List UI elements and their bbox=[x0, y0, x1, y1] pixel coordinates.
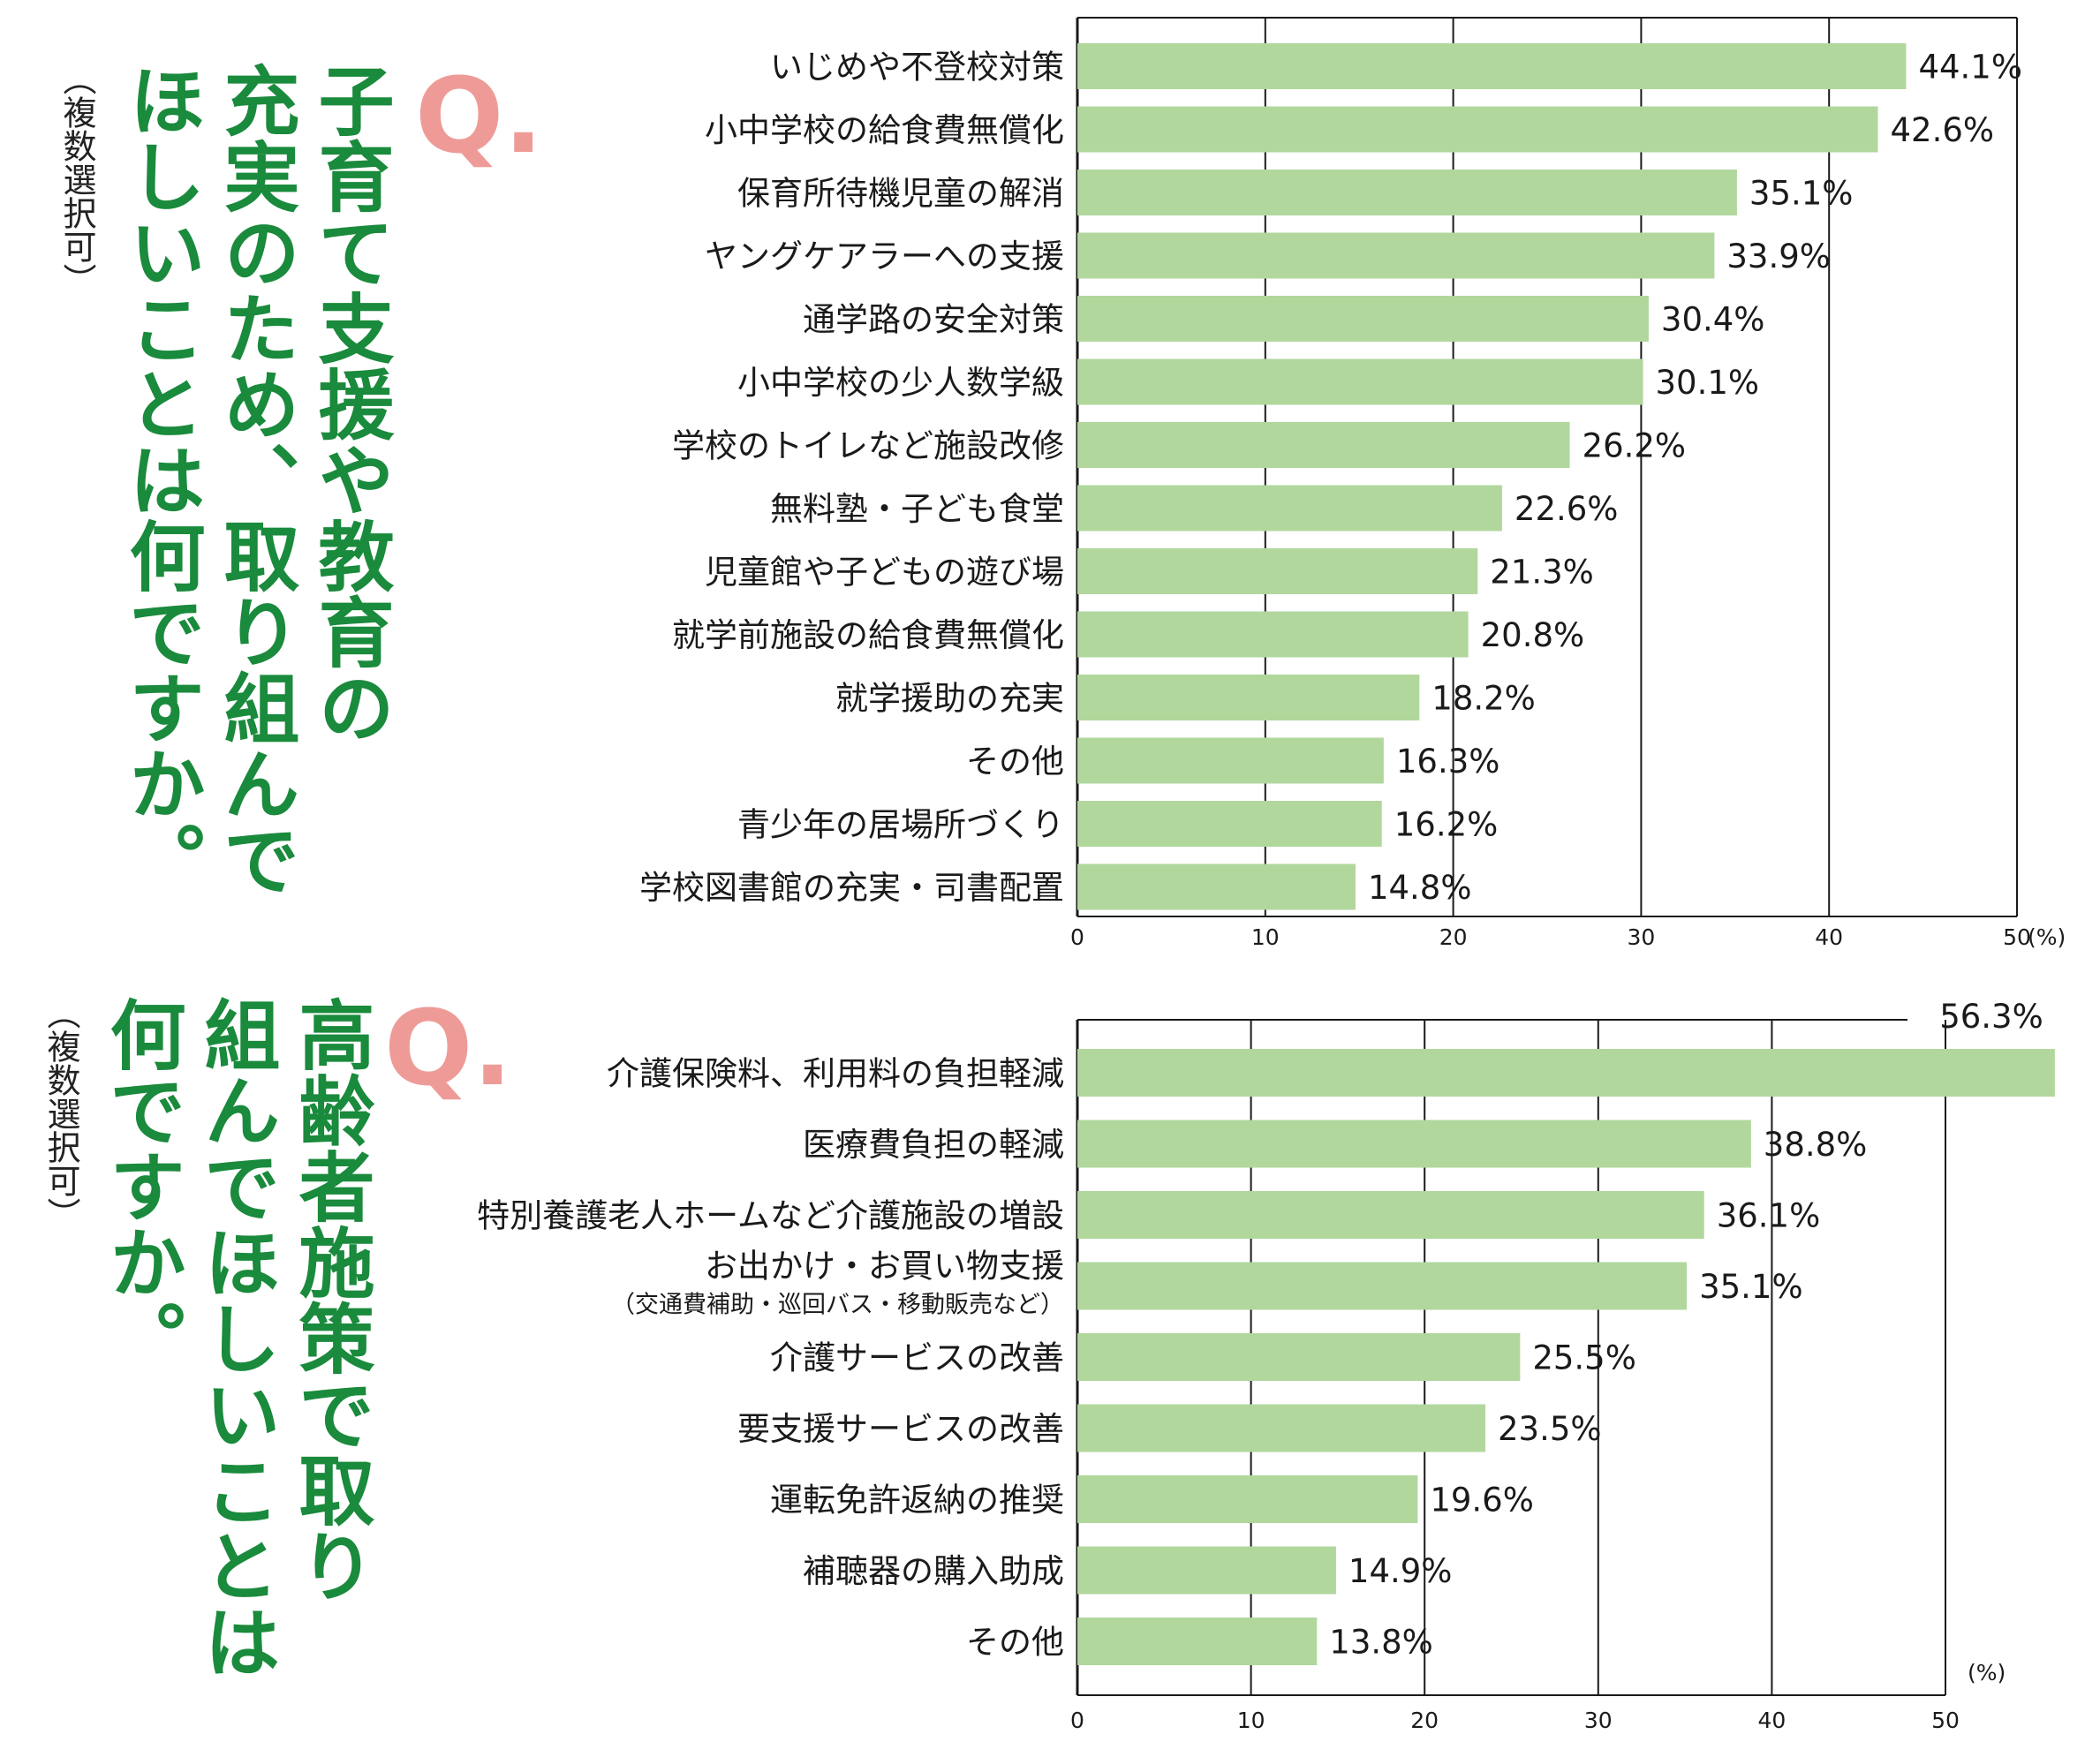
x-unit-label: (%) bbox=[1968, 1660, 2006, 1685]
x-tick-label: 50 bbox=[2003, 924, 2031, 950]
bar bbox=[1077, 1546, 1336, 1595]
value-label: 14.8% bbox=[1368, 869, 1472, 907]
value-label: 19.6% bbox=[1430, 1481, 1534, 1519]
value-label: 33.9% bbox=[1726, 238, 1831, 275]
value-label: 35.1% bbox=[1749, 174, 1854, 212]
value-label: 30.1% bbox=[1656, 364, 1760, 402]
bar bbox=[1077, 170, 1737, 215]
x-tick-label: 50 bbox=[1931, 1708, 1960, 1733]
bar bbox=[1077, 1618, 1318, 1665]
question-line-3: 何ですか。 bbox=[96, 996, 185, 1376]
category-label: 学校図書館の充実・司書配置 bbox=[639, 869, 1064, 907]
question-line-1: 子育て支援や教育の bbox=[305, 62, 394, 745]
bar bbox=[1077, 1404, 1486, 1452]
multiple-choice-note: （複数選択可） bbox=[42, 996, 80, 1231]
category-label: 青少年の居場所づくり bbox=[737, 805, 1064, 843]
value-label: 25.5% bbox=[1532, 1339, 1636, 1376]
bar bbox=[1077, 863, 1356, 910]
value-label: 13.8% bbox=[1329, 1623, 1433, 1661]
category-label: 運転免許返納の推奨 bbox=[770, 1481, 1064, 1519]
category-label: その他 bbox=[966, 743, 1064, 781]
category-label: 就学前施設の給食費無償化 bbox=[672, 616, 1064, 654]
question-line-2: 充実のため、取り組んで bbox=[210, 62, 299, 897]
category-label: 要支援サービスの改善 bbox=[737, 1410, 1064, 1448]
x-tick-label: 10 bbox=[1237, 1708, 1265, 1733]
category-label: 小中学校の少人数学級 bbox=[737, 364, 1064, 402]
category-label: 就学援助の充実 bbox=[835, 679, 1064, 717]
value-label: 18.2% bbox=[1431, 679, 1536, 717]
category-label: お出かけ・お買い物支援 bbox=[705, 1248, 1064, 1286]
value-label: 21.3% bbox=[1490, 553, 1594, 591]
multiple-choice-note: （複数選択可） bbox=[57, 62, 96, 297]
bar bbox=[1077, 1120, 1751, 1168]
question-line-1: 高齢者施策で取り bbox=[285, 996, 374, 1603]
bar bbox=[1077, 485, 1502, 532]
x-tick-label: 10 bbox=[1251, 924, 1280, 950]
bar bbox=[1077, 106, 1878, 153]
value-label: 16.2% bbox=[1394, 805, 1499, 843]
category-sublabel: （交通費補助・巡回バス・移動販売など） bbox=[611, 1292, 1064, 1319]
x-tick-label: 40 bbox=[1815, 924, 1843, 950]
bar bbox=[1077, 801, 1382, 847]
category-label: 小中学校の給食費無償化 bbox=[705, 111, 1064, 149]
bar bbox=[1077, 422, 1570, 468]
x-tick-label: 20 bbox=[1439, 924, 1468, 950]
bar bbox=[1077, 548, 1478, 594]
category-label: 介護保険料、利用料の負担軽減 bbox=[607, 1054, 1064, 1092]
bar bbox=[1077, 611, 1469, 658]
q-mark: Q. bbox=[384, 987, 513, 1109]
category-label: ヤングケアラーへの支援 bbox=[705, 238, 1064, 275]
category-label: 学校のトイレなど施設改修 bbox=[672, 426, 1064, 464]
category-label: その他 bbox=[966, 1623, 1064, 1661]
category-label: 特別養護老人ホームなど介護施設の増設 bbox=[477, 1196, 1064, 1234]
panel-elderly: Q. 高齢者施策で取り 組んでほしいことは 何ですか。 （複数選択可） 0 10 2… bbox=[0, 954, 2100, 1742]
value-label: 56.3% bbox=[1939, 998, 2043, 1036]
value-label: 23.5% bbox=[1498, 1410, 1602, 1448]
category-label: 無料塾・子ども食堂 bbox=[770, 490, 1064, 528]
value-label: 35.1% bbox=[1699, 1268, 1803, 1306]
value-label: 16.3% bbox=[1396, 743, 1500, 781]
chart-childcare: 0 10 20 30 40 50(%) いじめや不登校対策 44.1% 小中学校の給食費無償化 4… bbox=[639, 17, 2066, 950]
bar bbox=[1077, 675, 1420, 720]
bar bbox=[1077, 43, 1907, 89]
bar bbox=[1077, 737, 1384, 784]
x-tick-label: 30 bbox=[1627, 924, 1655, 950]
value-label: 20.8% bbox=[1481, 616, 1585, 654]
bar bbox=[1077, 358, 1643, 405]
bar bbox=[1077, 232, 1715, 279]
value-label: 44.1% bbox=[1918, 48, 2022, 86]
value-label: 30.4% bbox=[1661, 300, 1765, 338]
bar bbox=[1077, 296, 1649, 342]
question-line-3: ほしいことは何ですか。 bbox=[116, 62, 205, 897]
value-label: 26.2% bbox=[1583, 426, 1687, 464]
category-label: 介護サービスの改善 bbox=[770, 1339, 1064, 1376]
question-line-2: 組んでほしいことは bbox=[191, 996, 280, 1679]
bar bbox=[1077, 1475, 1418, 1523]
bar bbox=[1077, 1191, 1704, 1239]
x-tick-label: 0 bbox=[1070, 1708, 1084, 1733]
category-label: 保育所待機児童の解消 bbox=[737, 174, 1064, 212]
q-mark: Q. bbox=[415, 55, 544, 177]
value-label: 36.1% bbox=[1717, 1196, 1821, 1234]
category-label: 医療費負担の軽減 bbox=[803, 1126, 1064, 1164]
value-label: 22.6% bbox=[1515, 490, 1619, 528]
value-label: 14.9% bbox=[1348, 1552, 1453, 1590]
x-tick-label: 30 bbox=[1584, 1708, 1613, 1733]
chart-elderly: 0 10 20 30 40 50 (%) 介護保険料、利用料の負担軽減 56.3% 医療費負担の軽… bbox=[477, 998, 2055, 1733]
x-unit-label: (%) bbox=[2028, 924, 2066, 950]
bar bbox=[1077, 1049, 2055, 1097]
value-label: 38.8% bbox=[1764, 1126, 1868, 1164]
bar bbox=[1077, 1333, 1521, 1381]
category-label: 補聴器の購入助成 bbox=[803, 1552, 1064, 1590]
panel-childcare: Q. 子育て支援や教育の 充実のため、取り組んで ほしいことは何ですか。 （複数… bbox=[57, 17, 2066, 950]
value-label: 42.6% bbox=[1891, 111, 1995, 149]
x-tick-label: 0 bbox=[1070, 924, 1084, 950]
category-label: 通学路の安全対策 bbox=[803, 300, 1064, 338]
category-label: 児童館や子どもの遊び場 bbox=[705, 553, 1064, 591]
bar bbox=[1077, 1262, 1688, 1310]
x-tick-label: 40 bbox=[1757, 1708, 1786, 1733]
x-tick-label: 20 bbox=[1410, 1708, 1439, 1733]
category-label: いじめや不登校対策 bbox=[770, 48, 1064, 86]
